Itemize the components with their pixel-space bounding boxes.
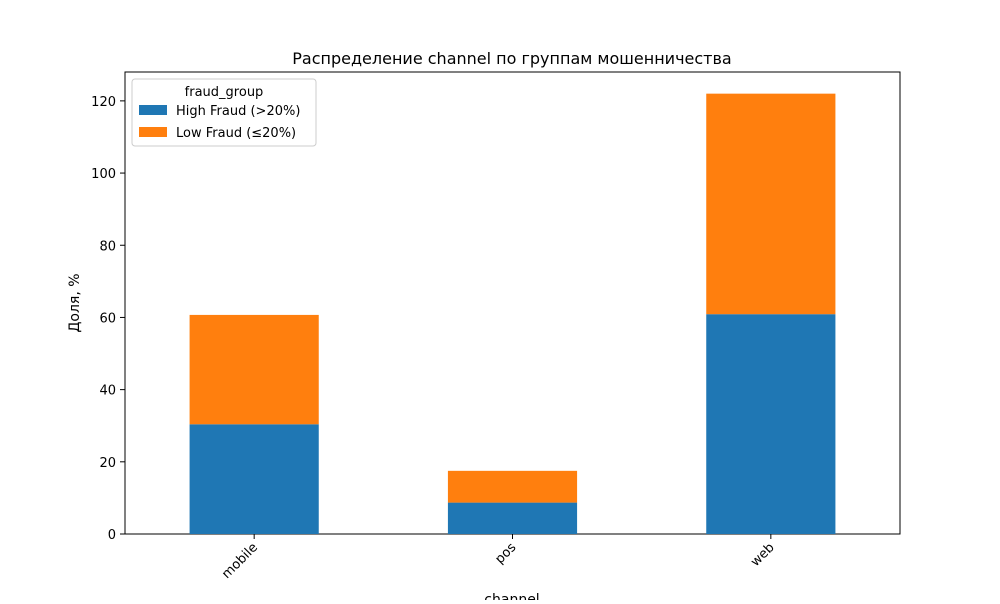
bars-layer: [189, 93, 836, 534]
x-axis-ticks: mobile pos web: [219, 534, 778, 582]
legend-swatch-low-fraud: [139, 127, 167, 137]
bar-mobile-low-fraud: [189, 314, 319, 425]
y-tick-label: 60: [99, 311, 116, 326]
legend-title: fraud_group: [185, 85, 264, 100]
legend: fraud_group High Fraud (>20%) Low Fraud …: [131, 78, 317, 147]
y-tick-label: 100: [91, 167, 116, 182]
x-tick-label-web: web: [748, 540, 778, 570]
y-tick-label: 0: [108, 528, 116, 543]
y-axis-ticks: 0 20 40 60 80 100 120: [91, 95, 125, 543]
y-tick-label: 120: [91, 95, 116, 110]
legend-box: [131, 78, 317, 147]
bar-pos-low-fraud: [447, 470, 578, 503]
legend-label-high-fraud: High Fraud (>20%): [176, 104, 300, 119]
x-tick-label-mobile: mobile: [219, 540, 261, 582]
bar-web-high-fraud: [706, 314, 836, 534]
y-tick-label: 20: [99, 456, 116, 471]
y-tick-label: 40: [99, 384, 116, 399]
legend-swatch-high-fraud: [139, 105, 167, 115]
plot-area: 0 20 40 60 80 100 120 mobile pos web: [91, 71, 901, 582]
bar-pos-high-fraud: [447, 502, 578, 534]
bar-web-low-fraud: [706, 93, 836, 315]
x-tick-label-pos: pos: [492, 540, 519, 567]
chart-title: Распределение channel по группам мошенни…: [292, 49, 731, 68]
y-tick-label: 80: [99, 239, 116, 254]
bar-mobile-high-fraud: [189, 424, 319, 534]
x-axis-label: channel: [484, 592, 539, 600]
legend-label-low-fraud: Low Fraud (≤20%): [176, 126, 296, 141]
y-axis-label: Доля, %: [67, 273, 83, 332]
